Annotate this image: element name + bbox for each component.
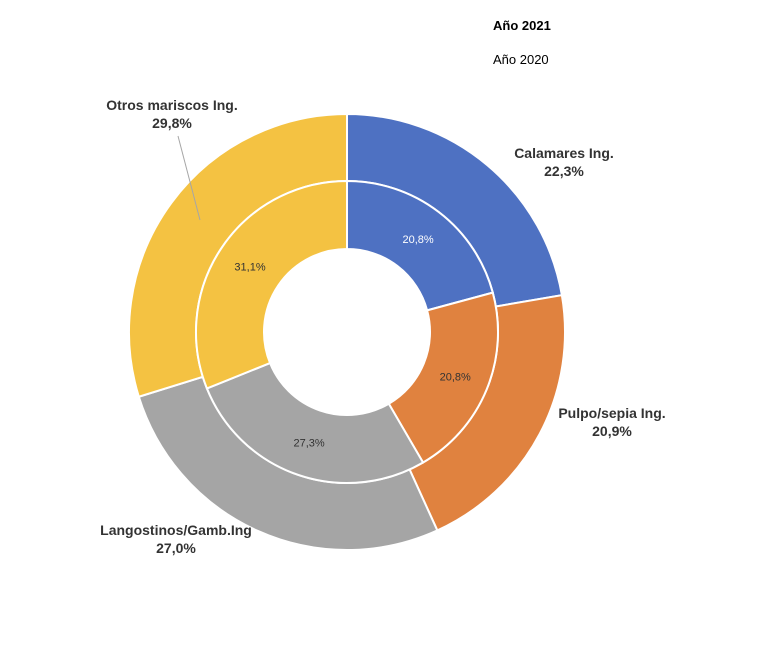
inner-slice-otros-mariscos-ing bbox=[195, 179, 348, 390]
category-label-pulpo-sepia-ing: Pulpo/sepia Ing. bbox=[558, 405, 665, 421]
category-label-langostinos-gamb-ing: Langostinos/Gamb.Ing bbox=[100, 522, 252, 538]
category-label-otros-mariscos-ing: Otros mariscos Ing. bbox=[106, 97, 237, 113]
leader-line-otros-mariscos bbox=[177, 135, 201, 221]
legend-entry-2020: Año 2020 bbox=[493, 52, 549, 67]
inner-label-langostinos-gamb-ing: 27,3% bbox=[294, 438, 325, 450]
outer-value-label-otros-mariscos-ing: 29,8% bbox=[152, 115, 192, 131]
inner-slice-pulpo-sepia-ing bbox=[387, 291, 499, 464]
inner-label-pulpo-sepia-ing: 20,8% bbox=[440, 371, 471, 383]
outer-value-label-pulpo-sepia-ing: 20,9% bbox=[592, 423, 632, 439]
outer-value-label-langostinos-gamb-ing: 27,0% bbox=[156, 540, 196, 556]
inner-slice-langostinos-gamb-ing bbox=[205, 361, 425, 484]
category-label-calamares-ing: Calamares Ing. bbox=[514, 145, 614, 161]
legend-entry-2021: Año 2021 bbox=[493, 18, 551, 33]
inner-label-otros-mariscos-ing: 31,1% bbox=[234, 262, 265, 274]
outer-value-label-calamares-ing: 22,3% bbox=[544, 163, 584, 179]
inner-slice-calamares-ing bbox=[346, 179, 494, 312]
inner-label-calamares-ing: 20,8% bbox=[403, 234, 434, 246]
